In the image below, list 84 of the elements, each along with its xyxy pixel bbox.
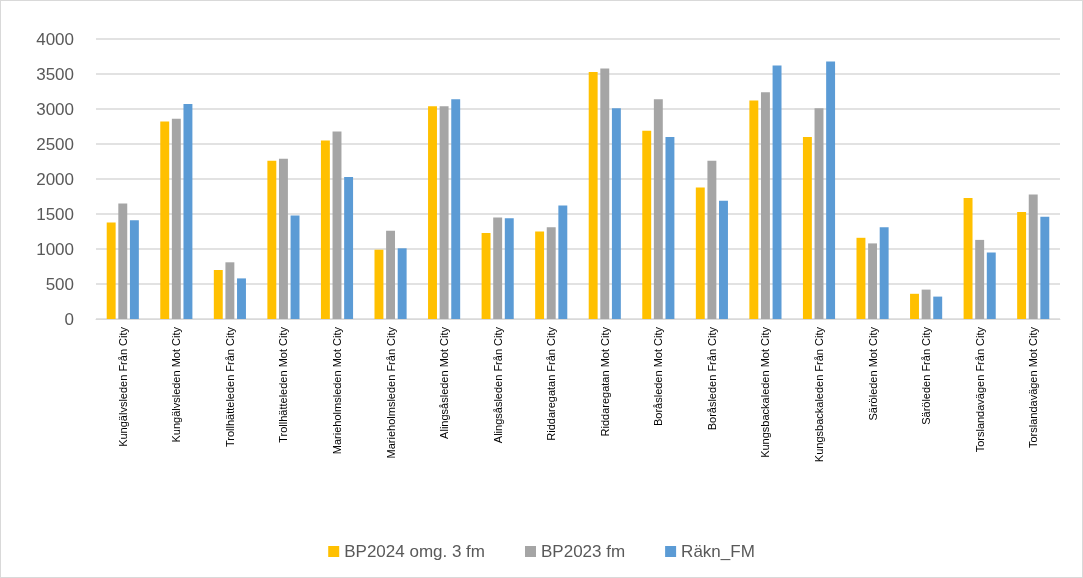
x-tick-label: Torslandavägen Från City (973, 326, 986, 453)
bar (975, 239, 985, 319)
bar (504, 218, 514, 319)
bar (237, 278, 246, 319)
bar (642, 130, 652, 319)
y-tick-label: 0 (64, 309, 74, 329)
bar (225, 262, 235, 319)
y-tick-label: 1500 (36, 204, 74, 224)
y-tick-label: 500 (45, 274, 74, 294)
y-tick-label: 3000 (36, 99, 74, 119)
bar (600, 68, 610, 319)
x-tick-label: Kungälvsleden Mot City (170, 326, 183, 443)
bar (760, 92, 770, 319)
bar (1028, 194, 1038, 319)
bar (106, 222, 116, 319)
x-tick-label: Boråsleden Mot City (652, 326, 665, 427)
bar (856, 237, 866, 319)
y-tick-label: 4000 (36, 29, 74, 49)
bar (695, 187, 705, 319)
bar (879, 227, 889, 319)
x-tick-label: Kungsbackaleden Från City (813, 326, 825, 463)
bar (588, 71, 598, 319)
bar (278, 158, 288, 319)
x-tick-label: Kungsbackaleden Mot City (759, 326, 772, 458)
bar (344, 176, 354, 319)
bar (493, 217, 503, 319)
y-tick-label: 2000 (36, 169, 74, 189)
bar (267, 160, 277, 319)
bar (213, 270, 223, 319)
bar (290, 215, 300, 319)
bar (802, 137, 812, 319)
bar (933, 296, 943, 319)
legend-label: Räkn_FM (681, 542, 755, 561)
bar (183, 104, 193, 319)
bar (772, 65, 782, 319)
y-tick-label: 1000 (36, 239, 74, 259)
bar (868, 243, 878, 319)
x-tick-label: Boråsleden Från City (705, 326, 718, 431)
x-tick-label: Trollhätteleden Mot City (277, 326, 290, 443)
x-tick-label: Riddaregatan Från City (545, 326, 558, 441)
x-tick-label: Alingsåsleden Mot City (438, 326, 451, 439)
bar (826, 61, 836, 319)
legend-label: BP2023 fm (541, 542, 626, 561)
bar (921, 289, 931, 319)
bar (160, 121, 170, 319)
bar (719, 200, 728, 319)
bar (749, 100, 759, 319)
bar (118, 203, 128, 319)
bar (910, 293, 919, 319)
bar (439, 106, 449, 319)
bar (814, 108, 824, 319)
x-tick-label: Alingsåsleden Från City (491, 326, 504, 444)
bar (535, 231, 545, 319)
bar (611, 108, 621, 319)
x-tick-label: Torslandavägen Mot City (1027, 326, 1040, 449)
x-tick-label: Riddaregatan Mot City (598, 326, 611, 437)
bar (963, 197, 973, 319)
bar (320, 140, 330, 319)
bar (428, 106, 437, 319)
x-tick-label: Kungälvsleden Från City (116, 326, 129, 447)
x-tick-label: Marieholmsleden Från City (384, 326, 397, 459)
bar (1040, 216, 1050, 319)
bar (332, 131, 342, 319)
y-tick-label: 3500 (36, 64, 74, 84)
bar (129, 220, 139, 319)
bar (986, 252, 996, 319)
x-tick-label: Trollhätteleden Från City (223, 326, 236, 448)
bar (171, 118, 181, 319)
bar (374, 249, 384, 319)
x-tick-label: Säröleden Mot City (866, 326, 879, 421)
bar (653, 99, 663, 319)
legend-label: BP2024 omg. 3 fm (344, 542, 486, 561)
bar (665, 137, 675, 319)
bar (546, 227, 556, 319)
bar (558, 205, 568, 319)
bar (386, 230, 396, 319)
bar (1017, 211, 1027, 319)
x-tick-label: Säröleden Från City (920, 326, 933, 425)
x-tick-label: Marieholmsleden Mot City (331, 326, 343, 455)
bar (451, 99, 461, 319)
y-tick-label: 2500 (36, 134, 74, 154)
bar (397, 248, 407, 319)
bar (481, 232, 491, 319)
bar (707, 160, 717, 319)
